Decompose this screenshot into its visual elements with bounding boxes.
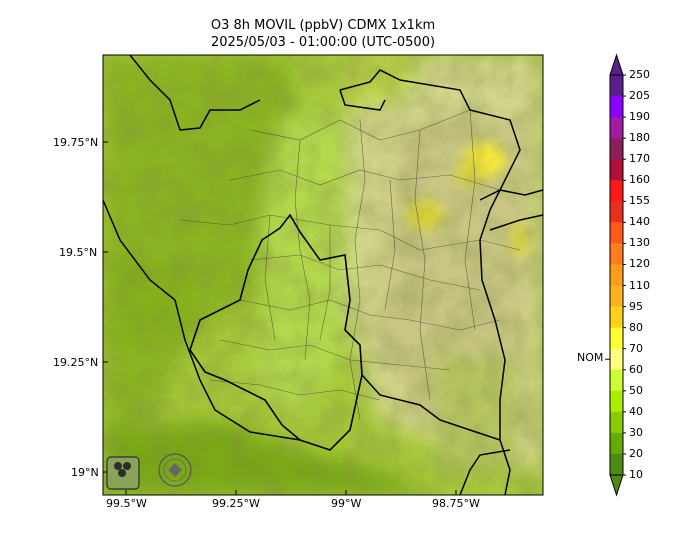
lon-tick-label: 99.25°W	[212, 497, 260, 510]
colorbar-segment	[610, 432, 623, 455]
colorbar-segment	[610, 117, 623, 139]
colorbar-segment	[610, 96, 623, 118]
lat-tick-label: 19.75°N	[53, 136, 99, 149]
colorbar-frame	[609, 74, 624, 476]
colorbar-tick-label: 180	[629, 131, 650, 145]
colorbar	[605, 53, 626, 497]
nom-label: NOM	[577, 351, 604, 364]
colorbar-tick-label: 120	[629, 257, 650, 271]
map-frame	[102, 54, 544, 496]
map-panel	[103, 55, 543, 495]
lat-tick-label: 19.5°N	[59, 246, 98, 259]
colorbar-segment	[610, 75, 623, 97]
colorbar-tick-label: 80	[629, 320, 643, 334]
sedema-logo	[106, 456, 140, 490]
colorbar-tick-label: 140	[629, 215, 650, 229]
colorbar-segment	[610, 411, 623, 434]
map-timestamp: 2025/05/03 - 01:00:00 (UTC-0500)	[210, 35, 436, 50]
colorbar-tick-label: 160	[629, 173, 650, 187]
colorbar-tick-label: 60	[629, 362, 643, 376]
colorbar-tick-label: 20	[629, 446, 643, 460]
colorbar-segment	[610, 390, 623, 413]
colorbar-segment	[610, 348, 623, 371]
colorbar-segment	[610, 327, 623, 350]
map-title: O3 8h MOVIL (ppbV) CDMX 1x1km	[210, 18, 436, 33]
colorbar-extend-max	[609, 53, 624, 76]
colorbar-tick-label: 30	[629, 425, 643, 439]
lat-tick-label: 19.25°N	[53, 356, 99, 369]
colorbar-segment	[610, 306, 623, 329]
colorbar-tick-label: 110	[629, 278, 650, 292]
colorbar-tick-label: 130	[629, 236, 650, 250]
colorbar-tick-label: 190	[629, 110, 650, 124]
colorbar-segment	[610, 369, 623, 392]
colorbar-tick-label: 70	[629, 341, 643, 355]
lon-tick-label: 98.75°W	[432, 497, 480, 510]
colorbar-segment	[610, 159, 623, 181]
colorbar-segment	[610, 201, 623, 223]
lon-tick-label: 99.5°W	[106, 497, 147, 510]
colorbar-segment	[610, 264, 623, 287]
lat-tick-label: 19°N	[71, 466, 99, 479]
colorbar-tick-label: 250	[629, 68, 650, 81]
colorbar-tick-label: 205	[629, 89, 650, 103]
colorbar-segment	[610, 222, 623, 244]
colorbar-tick-label: 155	[629, 194, 650, 208]
colorbar-segment	[610, 180, 623, 202]
colorbar-segment	[610, 138, 623, 160]
cdmx-logo	[158, 453, 192, 487]
colorbar-segment	[610, 285, 623, 308]
colorbar-tick-label: 40	[629, 404, 643, 418]
colorbar-tick-label: 95	[629, 299, 643, 313]
colorbar-tick-label: 50	[629, 383, 643, 397]
lon-tick-label: 99°W	[331, 497, 362, 510]
colorbar-extend-min	[609, 474, 624, 497]
colorbar-tick-label: 10	[629, 468, 643, 481]
colorbar-segment	[610, 453, 623, 476]
colorbar-segment	[610, 243, 623, 265]
colorbar-tick-label: 170	[629, 152, 650, 166]
